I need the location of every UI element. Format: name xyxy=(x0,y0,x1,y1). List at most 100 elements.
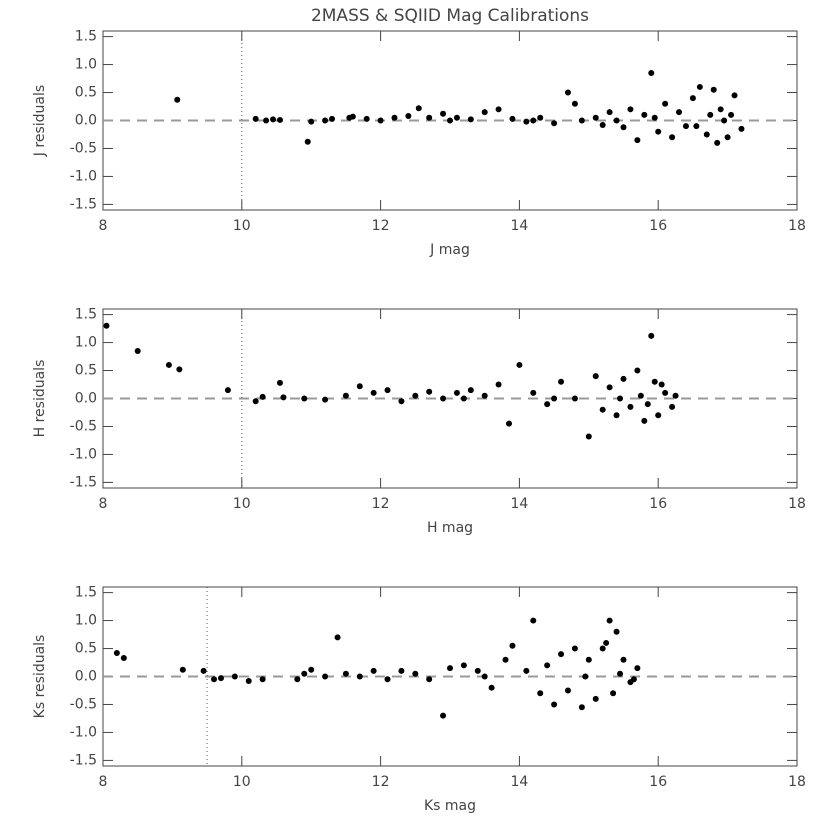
point xyxy=(620,375,627,382)
point xyxy=(453,114,460,121)
point xyxy=(301,670,308,677)
point xyxy=(669,403,676,410)
point xyxy=(308,118,315,125)
y-tick-label: 1.5 xyxy=(75,585,97,601)
point xyxy=(523,667,530,674)
point xyxy=(412,392,419,399)
point xyxy=(179,666,186,673)
point xyxy=(377,117,384,124)
point xyxy=(356,383,363,390)
point xyxy=(620,656,627,663)
point xyxy=(564,89,571,96)
point xyxy=(252,398,259,405)
x-tick-label: 18 xyxy=(788,496,806,512)
point xyxy=(329,115,336,122)
point xyxy=(276,379,283,386)
point xyxy=(689,95,696,102)
point xyxy=(426,114,433,121)
point xyxy=(620,124,627,131)
point xyxy=(728,111,735,118)
point xyxy=(509,115,516,122)
point xyxy=(308,666,315,673)
x-tick-label: 18 xyxy=(788,218,806,234)
point xyxy=(363,115,370,122)
point xyxy=(707,111,714,118)
point xyxy=(537,114,544,121)
point xyxy=(544,401,551,408)
point xyxy=(509,642,516,649)
x-tick-label: 14 xyxy=(510,774,528,790)
point xyxy=(606,109,613,116)
point xyxy=(481,392,488,399)
point xyxy=(571,645,578,652)
y-tick-label: -0.5 xyxy=(70,140,97,156)
point xyxy=(724,134,731,141)
x-tick-label: 10 xyxy=(233,774,251,790)
point xyxy=(599,121,606,128)
y-tick-label: -1.0 xyxy=(70,168,97,184)
point xyxy=(571,100,578,107)
point xyxy=(294,676,301,683)
point xyxy=(530,617,537,624)
x-tick-label: 14 xyxy=(510,218,528,234)
point xyxy=(592,373,599,380)
point xyxy=(481,673,488,680)
point xyxy=(398,398,405,405)
point xyxy=(641,111,648,118)
point xyxy=(530,117,537,124)
point xyxy=(460,395,467,402)
point xyxy=(571,395,578,402)
point xyxy=(259,393,266,400)
point xyxy=(613,117,620,124)
x-tick-label: 12 xyxy=(372,218,390,234)
point xyxy=(592,114,599,121)
x-tick-label: 16 xyxy=(649,218,667,234)
point xyxy=(641,417,648,424)
point xyxy=(721,117,728,124)
point xyxy=(564,687,571,694)
point xyxy=(405,113,412,120)
point xyxy=(334,634,341,641)
point xyxy=(415,105,422,112)
y-tick-label: 0.0 xyxy=(75,113,97,129)
point xyxy=(637,392,644,399)
point xyxy=(696,83,703,90)
y-tick-label: 0.0 xyxy=(75,391,97,407)
point xyxy=(672,392,679,399)
point xyxy=(582,673,589,680)
point xyxy=(322,396,329,403)
y-tick-label: 0.5 xyxy=(75,363,97,379)
point xyxy=(710,86,717,93)
x-tick-label: 16 xyxy=(649,496,667,512)
point xyxy=(211,676,218,683)
y-axis-label: J residuals xyxy=(32,85,48,157)
point xyxy=(676,109,683,116)
point xyxy=(731,92,738,99)
x-tick-label: 10 xyxy=(233,218,251,234)
point xyxy=(505,420,512,427)
x-tick-label: 12 xyxy=(372,496,390,512)
point xyxy=(714,139,721,146)
point xyxy=(544,662,551,669)
y-tick-label: 0.5 xyxy=(75,85,97,101)
point xyxy=(259,676,266,683)
point xyxy=(231,673,238,680)
point xyxy=(658,381,665,388)
point xyxy=(342,392,349,399)
point xyxy=(669,134,676,141)
point xyxy=(655,128,662,135)
point xyxy=(585,656,592,663)
point xyxy=(717,106,724,113)
point xyxy=(276,116,283,123)
y-tick-label: 1.0 xyxy=(75,57,97,73)
point xyxy=(103,322,110,329)
point xyxy=(578,704,585,711)
point xyxy=(391,114,398,121)
x-axis-label: J mag xyxy=(429,242,470,258)
point xyxy=(460,662,467,669)
point xyxy=(165,361,172,368)
point xyxy=(592,695,599,702)
x-tick-label: 12 xyxy=(372,774,390,790)
point xyxy=(440,110,447,117)
